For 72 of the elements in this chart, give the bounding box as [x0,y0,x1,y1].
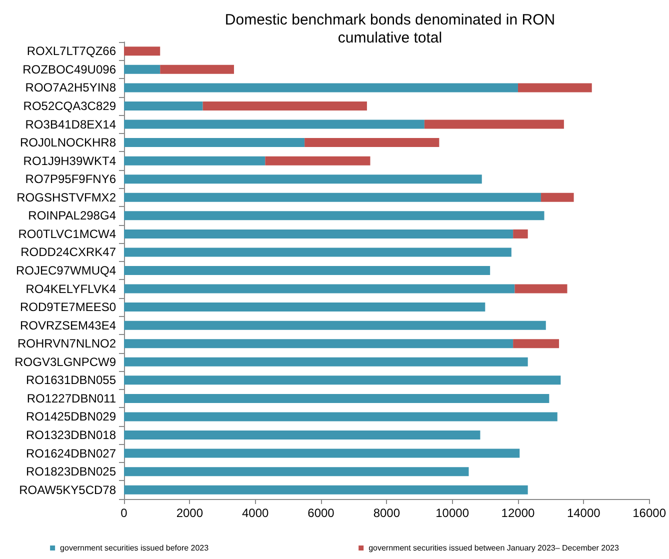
y-tick-label: RO1631DBN055 [26,373,116,388]
bar [124,266,490,275]
x-tick-label: 8000 [373,506,400,520]
bar [513,229,528,238]
x-tick-label: 10000 [436,506,470,520]
y-tick-label: RO0TLVC1MCW4 [18,226,116,241]
bar [304,138,440,148]
y-tick-label: ROGV3LGNPCW9 [14,354,116,369]
bar [124,376,561,385]
bar [124,284,515,294]
y-tick-label: ROGSHSTVFMX2 [16,190,116,204]
y-tick-label: RO1823DBN025 [26,464,116,479]
y-tick-label: ROO7A2H5YIN8 [25,80,116,95]
y-tick-label: RO4KELYFLVK4 [26,282,116,296]
bar [124,64,160,74]
y-tick-label: RO1425DBN029 [26,410,116,424]
bar [124,320,546,330]
y-tick-label: RO52CQA3C829 [23,98,116,113]
bar [424,120,564,129]
bar [124,485,528,494]
bar [513,339,560,348]
y-tick-label: RO1323DBN018 [26,428,116,442]
bar [124,120,424,129]
bar [124,101,203,110]
bar [160,64,234,74]
bar [514,284,568,294]
y-tick-label: RO1J9H39WKT4 [23,154,116,168]
y-tick-label: RO1624DBN027 [26,446,116,460]
y-tick-label: ROJEC97WMUQ4 [16,264,116,278]
x-tick-label: 0 [120,506,128,520]
bar [124,412,558,422]
bar [202,101,367,110]
y-tick-label: RODD24CXRK47 [20,245,116,260]
bar [124,430,480,440]
chart-title: Domestic benchmark bonds denominated in RON cumulative total [224,12,556,46]
bar [124,302,486,312]
y-tick-label: ROVRZSEM43E4 [20,318,116,332]
x-tick-label: 16000 [632,506,666,520]
bar [124,467,469,476]
bar [518,83,592,92]
bar [124,192,541,202]
y-tick-label: ROD9TE7MEES0 [20,300,116,314]
bar [540,192,574,202]
x-tick-label: 2000 [176,506,204,520]
bar [124,448,520,458]
legend-label: government securities issued before 2023 [60,544,210,552]
bar [124,46,160,56]
x-tick-label: 4000 [242,506,269,520]
y-tick-label: RO7P95F9FNY6 [25,172,116,186]
y-tick-label: ROAW5KY5CD78 [19,482,116,497]
bar [124,174,482,184]
y-tick-label: RO1227DBN011 [26,391,116,406]
bar [124,83,518,92]
y-tick-label: ROINPAL298G4 [28,208,116,223]
x-tick-label: 6000 [308,506,335,520]
y-tick-label: ROHRVN7NLNO2 [18,336,116,351]
y-tick-label: RO3B41D8EX14 [25,117,116,132]
y-tick-label: ROJ0LNOCKHR8 [20,136,116,150]
x-tick-label: 12000 [501,506,535,520]
x-tick-label: 14000 [566,506,601,520]
bar [265,156,370,166]
bar [124,156,266,166]
bar [124,211,544,220]
bar [124,394,550,403]
y-tick-label: ROZBOC49U096 [22,62,116,76]
bar [124,248,512,257]
bar [124,357,528,366]
legend-label: government securities issued between January 2023– December 2023 [368,544,620,552]
y-tick-label: ROXL7LT7QZ66 [26,44,116,58]
bar [124,138,305,148]
bar [124,339,514,348]
bar [124,229,514,238]
